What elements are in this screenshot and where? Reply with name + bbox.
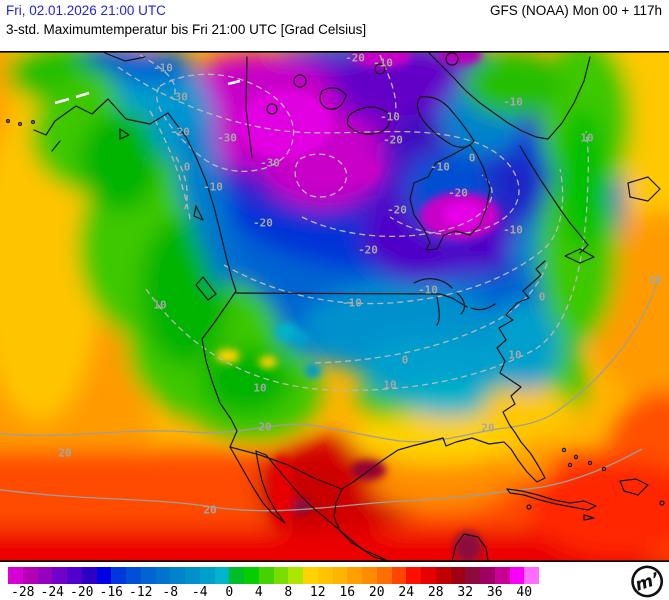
logo-circle-icon — [631, 565, 664, 598]
legend-color-segment — [199, 567, 215, 584]
legend-tick-label: 40 — [516, 585, 533, 600]
legend-color-segment — [362, 567, 377, 584]
legend-tick-label: -20 — [69, 585, 94, 600]
color-scale-bar — [8, 567, 539, 584]
legend-color-segment — [480, 567, 495, 584]
map-title: 3-std. Maximumtemperatur bis Fri 21:00 U… — [6, 22, 367, 37]
legend-color-segment — [332, 567, 348, 584]
temperature-map: -10 -30 -20 -30 -30 0 -10 -20 10 -20 -20 -20 -10 -10 0… — [0, 51, 669, 562]
legend-color-segment — [273, 567, 289, 584]
map-datetime: Fri, 02.01.2026 21:00 UTC — [6, 3, 166, 18]
legend-color-segment — [406, 567, 421, 584]
legend-color-segment — [67, 567, 82, 584]
legend-tick-label: 24 — [398, 585, 415, 600]
meteociel-logo: m’ — [628, 562, 666, 600]
legend-tick-label: 0 — [225, 585, 234, 600]
legend-color-segment — [465, 567, 480, 584]
legend-tick-label: -8 — [162, 585, 179, 600]
legend-color-segment — [214, 567, 230, 584]
legend-color-segment — [140, 567, 156, 584]
legend-color-segment — [376, 567, 392, 584]
legend-tick-label: 8 — [284, 585, 293, 600]
legend-color-segment — [435, 567, 451, 584]
legend-tick-label: -12 — [129, 585, 153, 600]
legend-color-segment — [303, 567, 318, 584]
model-run-label: GFS (NOAA) Mon 00 + 117h — [490, 3, 662, 18]
legend-tick-label: 12 — [309, 585, 326, 600]
legend-tick-label: -24 — [40, 585, 64, 600]
isotherm-contours — [117, 54, 590, 391]
legend-color-segment — [450, 567, 466, 584]
legend-tick-label: 20 — [368, 585, 385, 600]
legend-color-segment — [421, 567, 436, 584]
legend-color-segment — [96, 567, 112, 584]
legend-color-segment — [126, 567, 141, 584]
header-row-1: Fri, 02.01.2026 21:00 UTC GFS (NOAA) Mon… — [6, 3, 662, 19]
legend-color-segment — [185, 567, 200, 584]
legend-tick-label: 16 — [339, 585, 356, 600]
header: Fri, 02.01.2026 21:00 UTC GFS (NOAA) Mon… — [0, 0, 669, 51]
coastlines — [5, 51, 665, 562]
map-border-bottom — [0, 560, 669, 562]
legend-tick-label: 4 — [254, 585, 263, 600]
temperature-field — [0, 51, 669, 562]
legend-color-segment — [244, 567, 259, 584]
legend-color-segment — [37, 567, 53, 584]
legend-tick-label: -4 — [191, 585, 208, 600]
legend-color-segment — [22, 567, 38, 584]
legend-color-segment — [288, 567, 303, 584]
map-border-top — [0, 51, 669, 53]
legend-color-segment — [155, 567, 171, 584]
legend-color-segment — [229, 567, 244, 584]
ocean-isotherms — [0, 278, 659, 512]
legend-color-segment — [509, 567, 525, 584]
legend-color-segment — [52, 567, 67, 584]
white-contour-dashes — [54, 79, 241, 105]
legend-color-segment — [111, 567, 126, 584]
legend-color-segment — [317, 567, 333, 584]
legend-color-segment — [391, 567, 407, 584]
legend-tick-label: 36 — [486, 585, 503, 600]
legend-color-segment — [170, 567, 185, 584]
legend-color-segment — [8, 567, 23, 584]
legend-color-segment — [81, 567, 97, 584]
color-scale-labels: -28 -24 -20 -16 -12 -8 -4 0 4 8 12 16 20 24 28 32 36 40 — [8, 585, 539, 600]
legend-color-segment — [524, 567, 539, 584]
color-scale-legend: -28 -24 -20 -16 -12 -8 -4 0 4 8 12 16 20 24 28 32 36 40 — [0, 562, 669, 600]
legend-tick-label: 28 — [427, 585, 444, 600]
legend-tick-label: -16 — [99, 585, 123, 600]
legend-color-segment — [494, 567, 510, 584]
legend-tick-label: 32 — [457, 585, 474, 600]
map-canvas — [0, 51, 669, 562]
legend-tick-label: -28 — [11, 585, 35, 600]
legend-color-segment — [347, 567, 362, 584]
legend-color-segment — [258, 567, 274, 584]
